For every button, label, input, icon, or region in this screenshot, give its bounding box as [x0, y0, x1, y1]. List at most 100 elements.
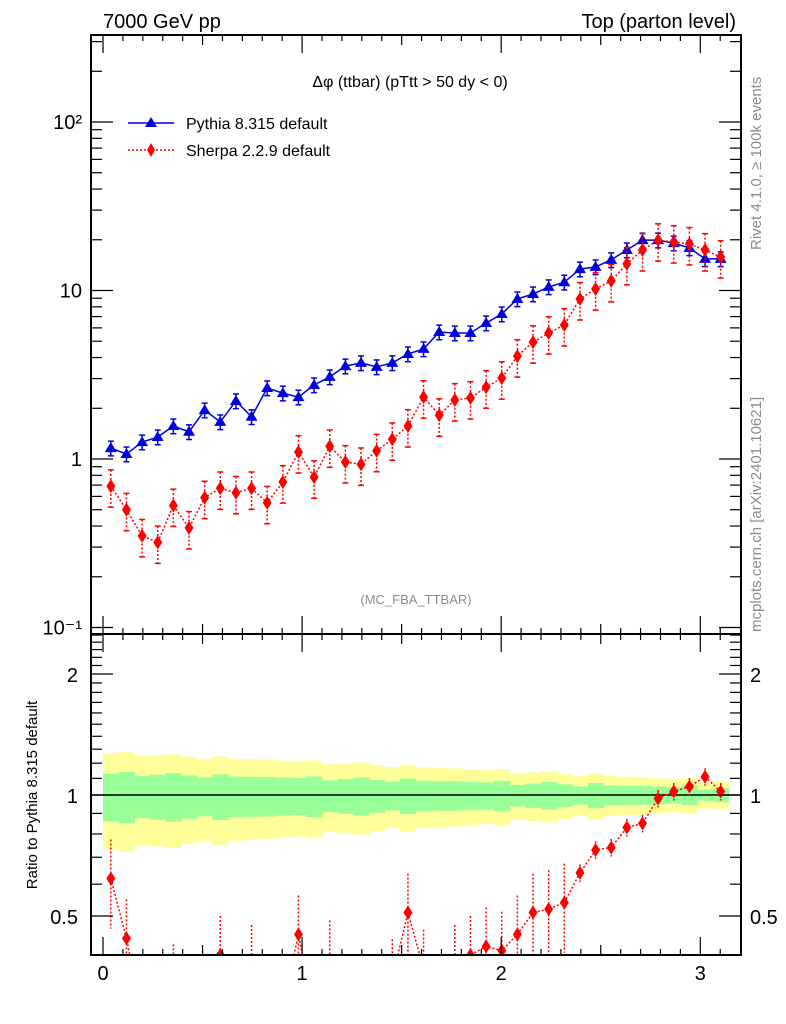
main-panel-series	[104, 223, 727, 565]
x-tick-label: 2	[496, 963, 507, 985]
data-point-pythia	[120, 448, 133, 459]
green-uncertainty-band-segment	[181, 775, 198, 819]
data-point-sherpa	[340, 454, 350, 469]
data-point-sherpa	[325, 439, 335, 454]
ratio-data-point	[606, 840, 616, 855]
data-point-pythia	[448, 327, 461, 338]
data-point-sherpa	[481, 380, 491, 395]
data-point-pythia	[605, 253, 618, 264]
x-tick-label: 3	[695, 963, 706, 985]
data-point-pythia	[276, 387, 289, 398]
green-uncertainty-band-segment	[368, 779, 385, 813]
ratio-data-point	[559, 895, 569, 910]
data-point-sherpa	[215, 481, 225, 496]
green-uncertainty-band-segment	[478, 782, 495, 810]
data-point-sherpa	[528, 335, 538, 350]
ratio-data-point	[231, 1004, 240, 1018]
data-point-sherpa	[544, 326, 554, 341]
green-uncertainty-band-segment	[447, 781, 464, 811]
ratio-series-line	[110, 775, 722, 955]
data-point-sherpa	[419, 390, 429, 405]
data-point-pythia	[527, 288, 540, 299]
axis-ticks: 0 1 2 3 10⁻¹ 1 10 10² 0.5 0.5 1 1 2 2	[43, 35, 778, 985]
green-uncertainty-band-segment	[384, 781, 401, 811]
data-point-pythia	[511, 292, 524, 303]
ratio-data-point	[388, 971, 397, 985]
data-point-pythia	[433, 326, 446, 337]
green-uncertainty-band-segment	[196, 777, 213, 817]
data-point-sherpa	[716, 250, 726, 265]
data-point-sherpa	[512, 349, 522, 364]
data-point-sherpa	[121, 502, 131, 517]
data-point-sherpa	[559, 318, 569, 333]
data-point-sherpa	[168, 498, 178, 513]
data-point-pythia	[308, 378, 321, 389]
ratio-data-point	[121, 931, 131, 946]
data-point-sherpa	[669, 235, 679, 250]
legend-label-sherpa: Sherpa 2.2.9 default	[186, 143, 331, 160]
ratio-data-point	[435, 987, 444, 1001]
ratio-data-point	[293, 927, 303, 942]
data-point-pythia	[370, 360, 383, 371]
x-tick-label: 0	[97, 963, 108, 985]
green-uncertainty-band-segment	[321, 780, 339, 813]
green-uncertainty-band-segment	[290, 777, 307, 816]
ratio-data-point	[684, 779, 694, 794]
ratio-data-point	[185, 1017, 194, 1024]
ratio-data-point	[138, 1010, 147, 1024]
diamond-marker-icon	[147, 143, 155, 157]
ratio-data-point	[200, 998, 209, 1012]
ratio-data-point	[247, 957, 256, 971]
ratio-data-point	[512, 927, 522, 942]
ratio-data-point	[528, 905, 538, 920]
data-point-sherpa	[403, 418, 413, 433]
ratio-data-point	[450, 957, 459, 971]
green-uncertainty-band-segment	[134, 775, 151, 819]
data-point-sherpa	[637, 242, 647, 257]
data-point-pythia	[151, 431, 164, 442]
ratio-data-point	[372, 987, 381, 1001]
data-point-sherpa	[106, 479, 116, 494]
green-uncertainty-band-segment	[243, 776, 260, 817]
data-point-pythia	[495, 308, 508, 319]
ratio-uncertainty-bands	[91, 752, 741, 852]
legend-item-sherpa: Sherpa 2.2.9 default	[128, 143, 331, 160]
data-point-sherpa	[153, 535, 163, 550]
data-point-sherpa	[262, 495, 272, 510]
legend-item-pythia: Pythia 8.315 default	[128, 116, 328, 133]
data-point-pythia	[386, 356, 399, 367]
ratio-y-tick-label-left: 0.5	[50, 907, 78, 929]
green-uncertainty-band-segment	[259, 776, 276, 817]
data-point-sherpa	[684, 236, 694, 251]
data-point-pythia	[480, 317, 493, 328]
data-point-sherpa	[465, 391, 475, 406]
data-point-pythia	[214, 415, 227, 426]
data-point-sherpa	[700, 242, 710, 257]
data-point-sherpa	[387, 432, 397, 447]
ratio-data-point	[481, 939, 491, 954]
data-point-pythia	[261, 381, 274, 392]
data-point-pythia	[136, 436, 149, 447]
green-uncertainty-band-segment	[103, 773, 120, 822]
green-uncertainty-band-segment	[431, 781, 448, 811]
data-point-pythia	[245, 410, 258, 421]
ratio-data-point	[637, 816, 647, 831]
plot-title: Δφ (ttbar) (pTtt > 50 dy < 0)	[312, 74, 507, 91]
rivet-version-label: Rivet 4.1.0, ≥ 100k events	[748, 77, 765, 250]
main-y-tick-label: 10⁻¹	[43, 618, 83, 640]
ratio-data-point	[700, 769, 710, 784]
green-uncertainty-band-segment	[306, 776, 323, 818]
data-point-pythia	[198, 404, 211, 415]
ratio-data-point	[575, 865, 585, 880]
green-uncertainty-band-segment	[493, 780, 511, 812]
data-point-pythia	[558, 276, 571, 287]
green-uncertainty-band-segment	[337, 779, 354, 814]
ratio-data-point	[591, 842, 601, 857]
green-uncertainty-band-segment	[228, 776, 245, 818]
data-point-pythia	[589, 260, 602, 271]
data-point-sherpa	[247, 481, 257, 496]
ratio-data-point	[419, 962, 428, 976]
ratio-data-point	[403, 905, 413, 920]
green-uncertainty-band-segment	[400, 778, 417, 815]
green-uncertainty-band-segment	[149, 774, 167, 820]
